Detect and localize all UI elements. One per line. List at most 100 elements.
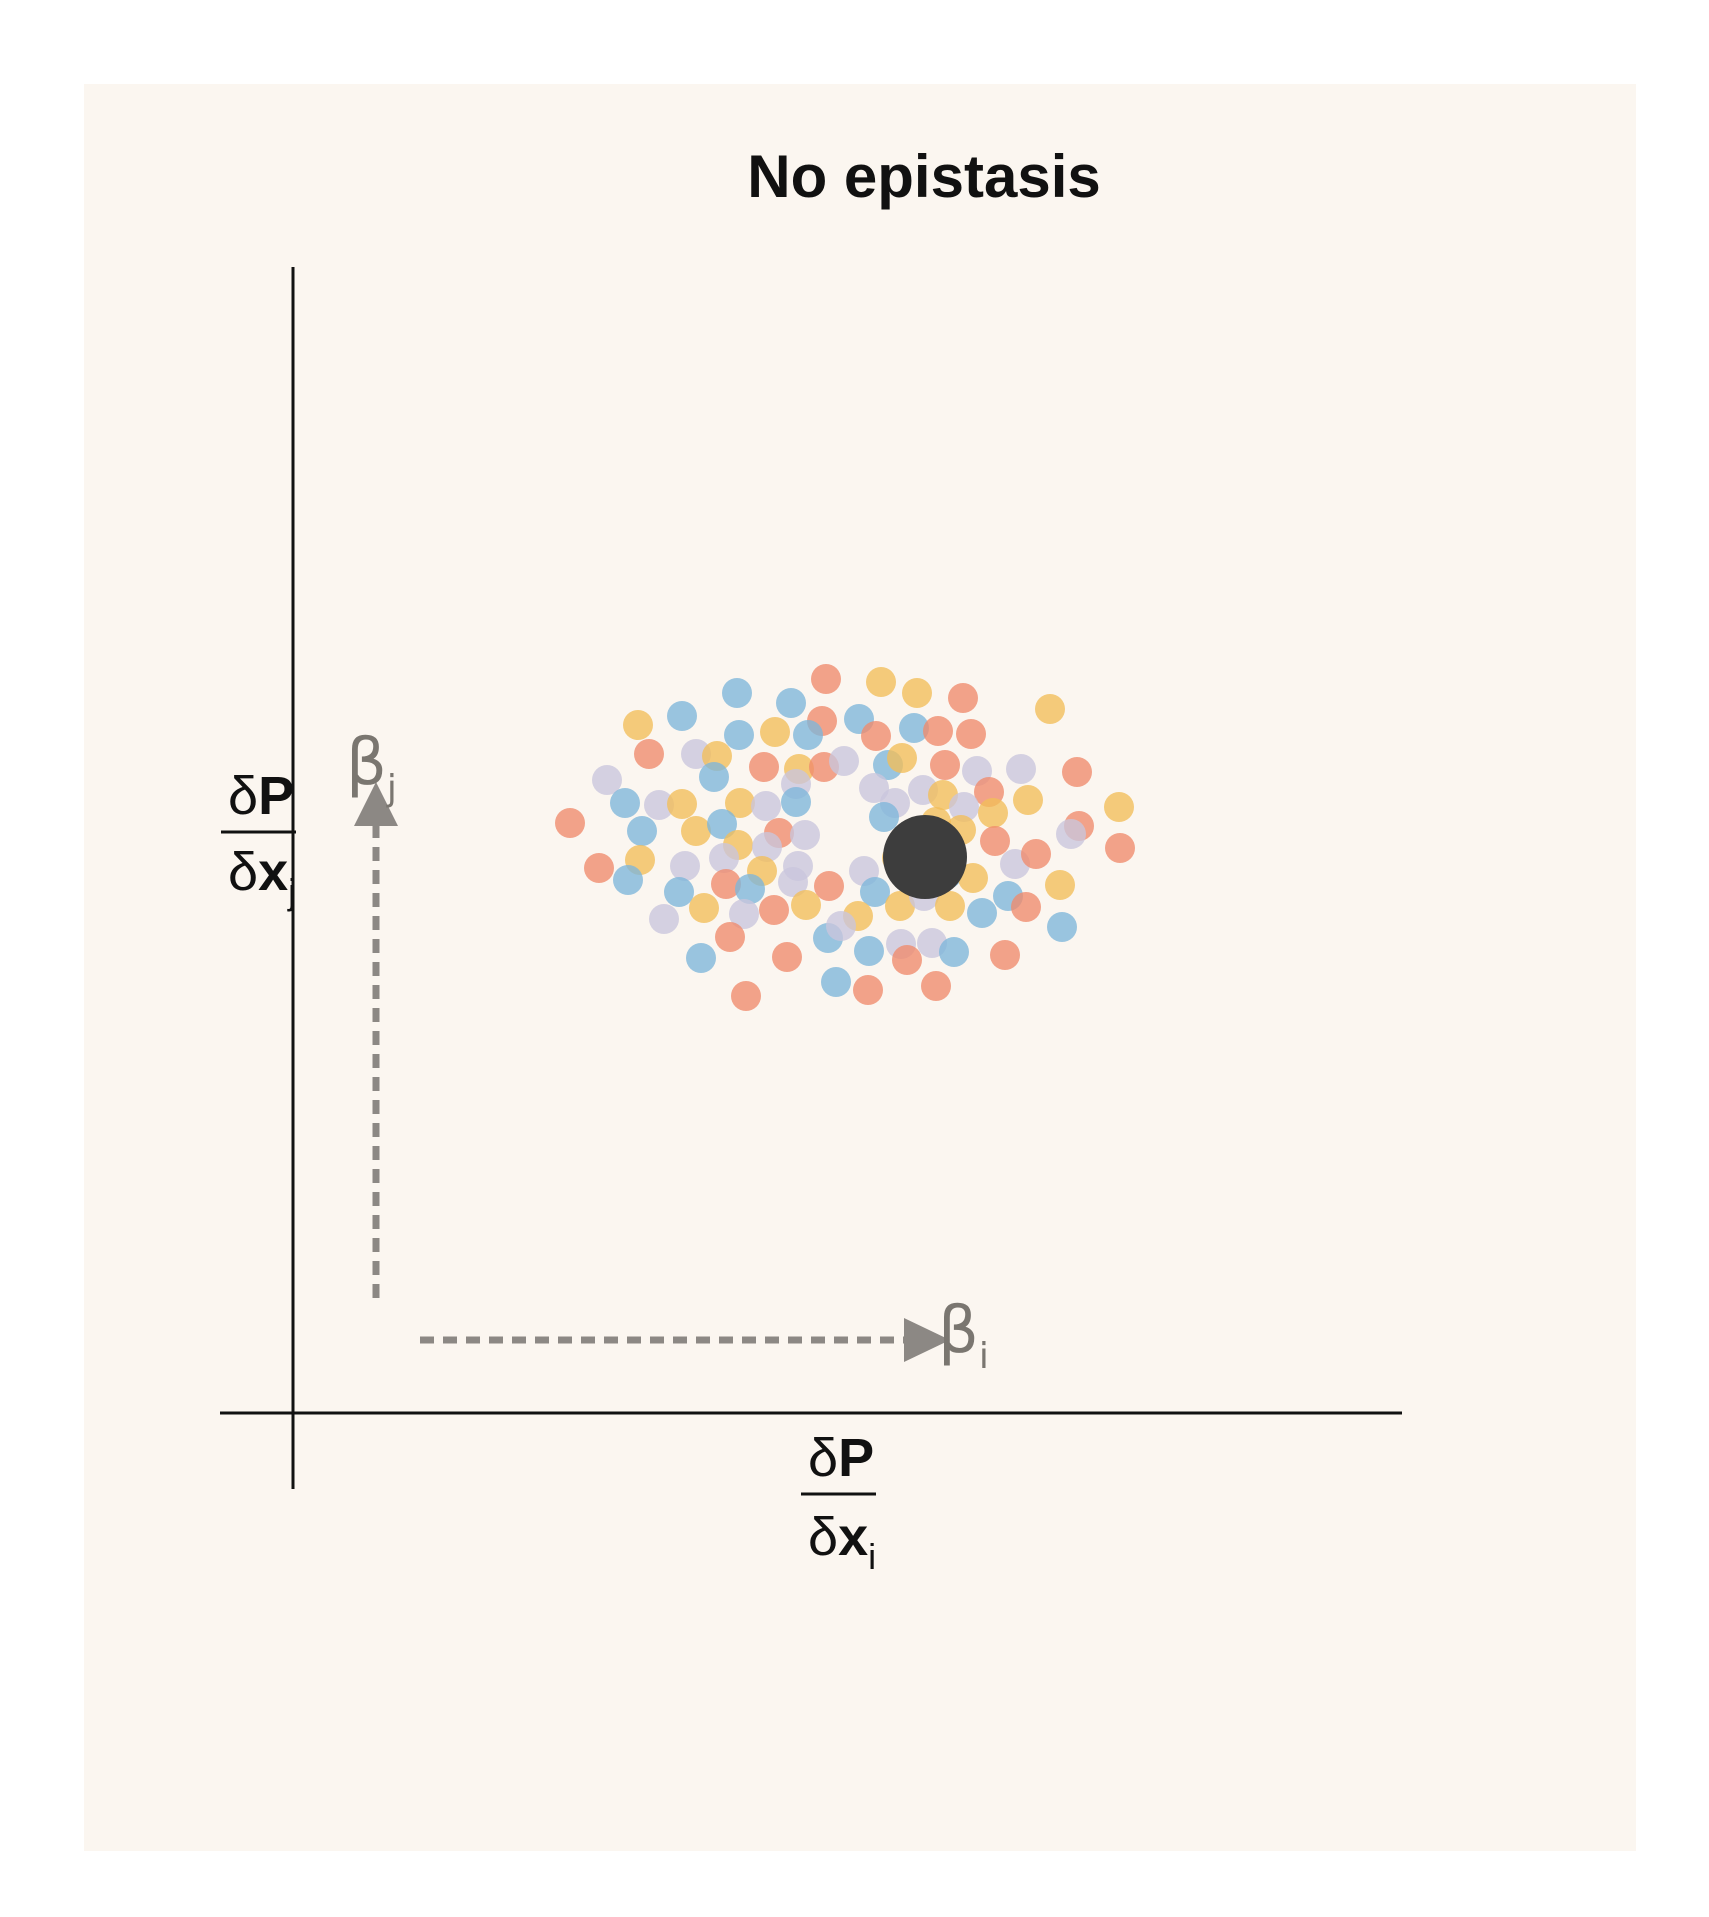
scatter-dot xyxy=(1011,892,1041,922)
scatter-dot xyxy=(644,790,674,820)
scatter-dot xyxy=(967,898,997,928)
svg-text:δP: δP xyxy=(808,1428,874,1488)
x-label-den-sub: i xyxy=(868,1536,876,1577)
scatter-dot xyxy=(1035,694,1065,724)
scatter-dot xyxy=(1021,839,1051,869)
x-axis-label: δP δxi xyxy=(801,1428,876,1577)
scatter-dot xyxy=(627,816,657,846)
scatter-dot xyxy=(793,720,823,750)
scatter-dot xyxy=(866,667,896,697)
scatter-dot xyxy=(1006,754,1036,784)
scatter-dot xyxy=(980,826,1010,856)
scatter-dot xyxy=(686,943,716,973)
scatter-dot xyxy=(689,893,719,923)
scatter-dot xyxy=(610,788,640,818)
y-label-den-var: x xyxy=(258,842,288,902)
scatter-dot xyxy=(902,678,932,708)
scatter-dot xyxy=(681,816,711,846)
y-label-num-var: P xyxy=(258,766,294,826)
scatter-dot xyxy=(854,936,884,966)
y-label-den-delta: δ xyxy=(228,842,258,902)
scatter-dot xyxy=(776,688,806,718)
y-label-num-delta: δ xyxy=(228,766,258,826)
scatter-dot xyxy=(948,683,978,713)
scatter-dot xyxy=(885,891,915,921)
arrow-up-icon xyxy=(354,782,398,826)
x-label-num-delta: δ xyxy=(808,1428,838,1488)
scatter-dot xyxy=(751,791,781,821)
scatter-dot xyxy=(978,798,1008,828)
scatter-dot xyxy=(725,788,755,818)
scatter-dot xyxy=(853,975,883,1005)
scatter-dot xyxy=(667,789,697,819)
scatter-dot xyxy=(861,721,891,751)
svg-text:δP: δP xyxy=(228,766,294,826)
scatter-dot xyxy=(921,971,951,1001)
scatter-dot xyxy=(584,853,614,883)
scatter-dot xyxy=(649,904,679,934)
scatter-dot xyxy=(899,713,929,743)
scatter-dot xyxy=(735,874,765,904)
scatter-dot xyxy=(752,832,782,862)
scatter-dot xyxy=(990,940,1020,970)
scatter-dot xyxy=(949,792,979,822)
figure-panel: No epistasis δP δxj δP δxi xyxy=(84,84,1636,1851)
x-label-den-var: x xyxy=(838,1507,868,1567)
scatter-dot xyxy=(1045,870,1075,900)
scatter-dot xyxy=(892,945,922,975)
scatter-dot xyxy=(1105,833,1135,863)
scatter-dot xyxy=(731,981,761,1011)
scatter-dot xyxy=(923,716,953,746)
scatter-dot xyxy=(555,808,585,838)
scatter-dot xyxy=(811,664,841,694)
scatter-dot xyxy=(664,877,694,907)
scatter-dot xyxy=(709,843,739,873)
scatter-dot xyxy=(778,867,808,897)
scatter-dot xyxy=(930,750,960,780)
scatter-dot xyxy=(670,851,700,881)
scatter-dot xyxy=(1104,792,1134,822)
scatter-dot xyxy=(814,871,844,901)
arrow-right-icon xyxy=(904,1318,950,1362)
scatter-cloud xyxy=(555,664,1135,1011)
center-point xyxy=(883,815,967,899)
scatter-dot xyxy=(711,869,741,899)
scatter-dot xyxy=(887,743,917,773)
figure-title: No epistasis xyxy=(747,143,1100,210)
scatter-dot xyxy=(859,773,889,803)
scatter-dot xyxy=(729,899,759,929)
scatter-dot xyxy=(724,720,754,750)
scatter-dot xyxy=(759,895,789,925)
scatter-dot xyxy=(634,739,664,769)
scatter-dot xyxy=(707,809,737,839)
scatter-dot xyxy=(1047,912,1077,942)
scatter-dot xyxy=(829,746,859,776)
epistasis-diagram: No epistasis δP δxj δP δxi xyxy=(220,143,1402,1577)
scatter-dot xyxy=(869,802,899,832)
scatter-dot xyxy=(592,765,622,795)
scatter-dot xyxy=(613,865,643,895)
svg-text:δxj: δxj xyxy=(228,842,296,912)
scatter-dot xyxy=(749,752,779,782)
scatter-dot xyxy=(772,942,802,972)
scatter-dot xyxy=(826,911,856,941)
scatter-dot xyxy=(722,678,752,708)
scatter-dot xyxy=(781,787,811,817)
scatter-dot xyxy=(939,937,969,967)
svg-text:δxi: δxi xyxy=(808,1507,876,1577)
x-label-num-var: P xyxy=(838,1428,874,1488)
x-label-den-delta: δ xyxy=(808,1507,838,1567)
scatter-dot xyxy=(958,863,988,893)
scatter-dot xyxy=(760,717,790,747)
scatter-dot xyxy=(1013,785,1043,815)
scatter-dot xyxy=(667,701,697,731)
y-label-den-sub: j xyxy=(287,871,296,912)
beta-i-label: βi xyxy=(938,1294,989,1377)
scatter-dot xyxy=(821,967,851,997)
scatter-dot xyxy=(1056,819,1086,849)
scatter-dot xyxy=(715,922,745,952)
scatter-dot xyxy=(935,891,965,921)
scatter-dot xyxy=(1062,757,1092,787)
scatter-dot xyxy=(623,710,653,740)
scatter-dot xyxy=(956,719,986,749)
